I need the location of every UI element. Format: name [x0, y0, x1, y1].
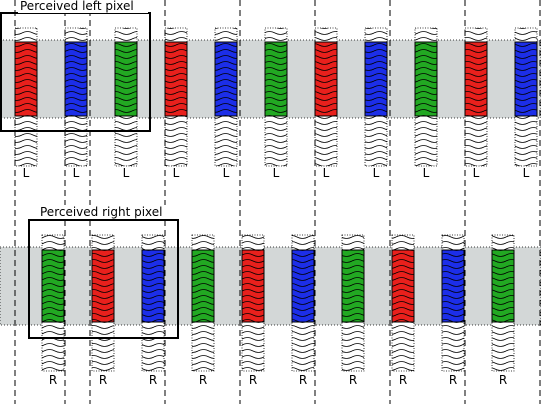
strip-label: R — [349, 373, 357, 387]
subpixel-waves — [365, 42, 387, 116]
strip-label: R — [199, 373, 207, 387]
strip-label: R — [149, 373, 157, 387]
panel-title: Perceived left pixel — [20, 0, 134, 13]
strip-label: R — [449, 373, 457, 387]
subpixel-waves — [515, 42, 537, 116]
strip-label: L — [273, 166, 280, 180]
strip-label: L — [373, 166, 380, 180]
subpixel-waves — [292, 250, 314, 322]
strip-label: R — [49, 373, 57, 387]
strip-label: L — [473, 166, 480, 180]
subpixel-waves — [392, 250, 414, 322]
strip-label: L — [423, 166, 430, 180]
strip-label: L — [173, 166, 180, 180]
strip-label: L — [223, 166, 230, 180]
subpixel-waves — [92, 250, 114, 322]
strip-label: R — [99, 373, 107, 387]
strip-label: R — [249, 373, 257, 387]
subpixel-waves — [215, 42, 237, 116]
pixel-box — [28, 219, 179, 339]
strip-label: R — [399, 373, 407, 387]
subpixel-waves — [315, 42, 337, 116]
subpixel-waves — [115, 42, 137, 116]
subpixel-waves — [265, 42, 287, 116]
strip-label: L — [523, 166, 530, 180]
panel-title: Perceived right pixel — [40, 205, 163, 219]
strip-label: R — [499, 373, 507, 387]
strip-label: L — [123, 166, 130, 180]
subpixel-waves — [165, 42, 187, 116]
subpixel-waves — [65, 42, 87, 116]
subpixel-waves — [492, 250, 514, 322]
strip-label: L — [73, 166, 80, 180]
subpixel-waves — [142, 250, 164, 322]
subpixel-waves — [42, 250, 64, 322]
subpixel-waves — [465, 42, 487, 116]
subpixel-waves — [15, 42, 37, 116]
strip-label: L — [23, 166, 30, 180]
strip-label: R — [299, 373, 307, 387]
subpixel-waves — [192, 250, 214, 322]
subpixel-waves — [242, 250, 264, 322]
title-bg — [38, 205, 168, 219]
subpixel-waves — [342, 250, 364, 322]
subpixel-waves — [442, 250, 464, 322]
title-bg — [18, 0, 148, 13]
strip-label: L — [323, 166, 330, 180]
subpixel-waves — [415, 42, 437, 116]
